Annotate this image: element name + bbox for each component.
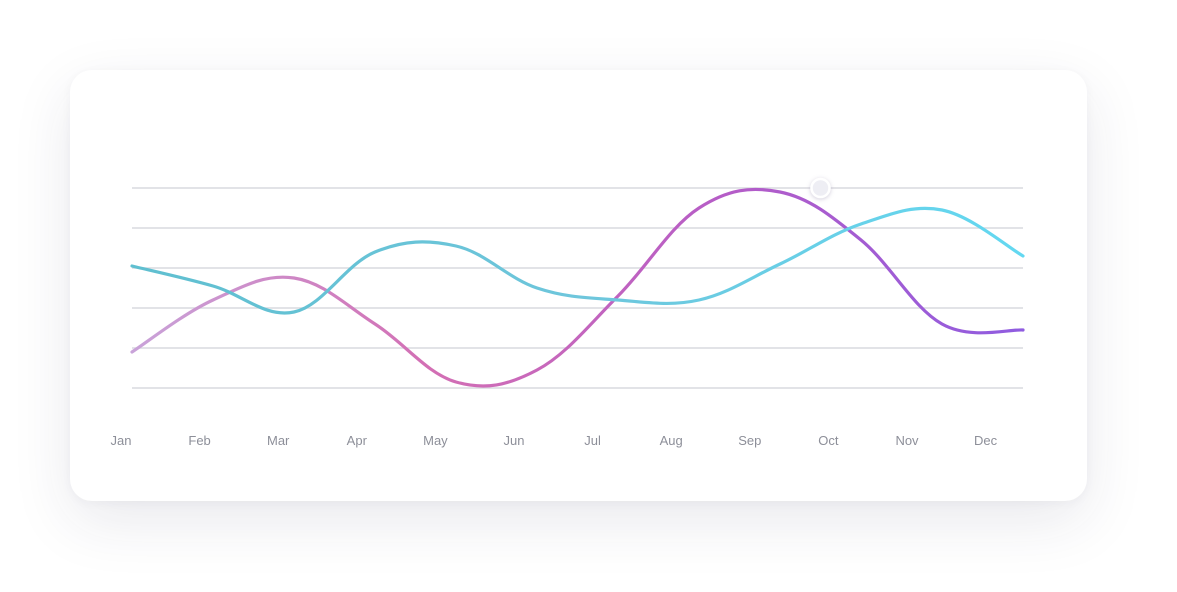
x-tick-label-jun: Jun xyxy=(504,433,525,448)
x-tick-label-jan: Jan xyxy=(111,433,132,448)
x-tick-label-jul: Jul xyxy=(584,433,601,448)
highlight-marker-layer xyxy=(810,177,831,199)
x-tick-label-nov: Nov xyxy=(895,433,919,448)
x-tick-label-apr: Apr xyxy=(347,433,368,448)
highlight-marker[interactable] xyxy=(810,177,831,199)
gridlines xyxy=(132,187,1023,389)
x-tick-label-sep: Sep xyxy=(738,433,761,448)
x-tick-label-mar: Mar xyxy=(267,433,290,448)
series-line-1 xyxy=(130,187,1025,388)
series-lines xyxy=(130,187,1025,388)
x-tick-label-feb: Feb xyxy=(188,433,210,448)
x-tick-label-oct: Oct xyxy=(818,433,839,448)
x-tick-label-may: May xyxy=(423,433,448,448)
x-axis-labels: Jan Feb Mar Apr May Jun Jul Aug Sep Oct Nov Dec xyxy=(111,433,998,448)
x-tick-label-aug: Aug xyxy=(660,433,683,448)
series-line-2 xyxy=(130,206,1025,315)
x-tick-label-dec: Dec xyxy=(974,433,998,448)
chart-card xyxy=(70,70,1087,501)
